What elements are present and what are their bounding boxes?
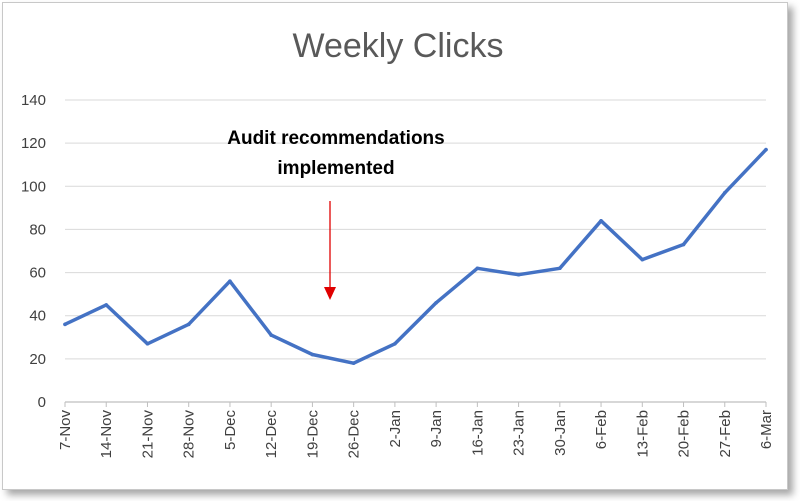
x-tick-label: 16-Jan: [469, 410, 486, 456]
x-tick-label: 14-Nov: [98, 410, 115, 459]
y-tick-label: 120: [21, 135, 46, 152]
chart-title: Weekly Clicks: [293, 27, 504, 65]
x-tick-label: 19-Dec: [304, 410, 321, 459]
x-tick-label: 30-Jan: [552, 410, 569, 456]
x-tick-label: 26-Dec: [346, 410, 363, 459]
data-point: [310, 352, 315, 357]
x-tick-label: 13-Feb: [634, 410, 651, 458]
series-line: [63, 147, 768, 365]
data-point: [681, 242, 686, 247]
x-tick-label: 2-Jan: [387, 410, 404, 448]
data-point: [228, 279, 232, 284]
y-tick-label: 40: [29, 308, 46, 325]
data-point: [558, 266, 562, 271]
data-point: [63, 322, 67, 327]
y-tick-label: 80: [29, 221, 46, 238]
annotation-line-1: Audit recommendations: [227, 128, 444, 149]
x-tick-label: 23-Jan: [511, 410, 528, 456]
y-tick-label: 20: [29, 351, 46, 368]
x-tick-label: 7-Nov: [57, 410, 74, 451]
annotation-line-2: implemented: [277, 158, 394, 179]
y-tick-label: 60: [29, 265, 46, 282]
gridlines: [65, 99, 766, 403]
x-tick-label: 5-Dec: [222, 410, 239, 451]
y-tick-label: 140: [21, 92, 46, 109]
x-tick-label: 20-Feb: [676, 410, 693, 458]
data-point: [516, 272, 521, 277]
y-axis-ticks: 0 20 40 60 80 100 120 140: [21, 92, 46, 411]
x-axis-ticks: 7-Nov 14-Nov 21-Nov 28-Nov 5-Dec 12-Dec 19-Dec…: [57, 402, 775, 458]
x-tick-label: 21-Nov: [139, 410, 156, 459]
data-point: [640, 257, 645, 262]
data-point: [393, 341, 397, 346]
series-points: [63, 147, 768, 365]
x-tick-label: 9-Jan: [428, 410, 445, 448]
data-point: [475, 266, 480, 271]
data-point: [764, 147, 768, 152]
x-tick-label: 6-Mar: [758, 410, 775, 449]
y-tick-label: 0: [38, 394, 46, 411]
annotation-arrow-head: [324, 287, 336, 300]
x-tick-label: 12-Dec: [263, 410, 280, 459]
x-tick-label: 27-Feb: [717, 410, 734, 458]
data-point: [434, 300, 438, 305]
x-tick-label: 6-Feb: [593, 410, 610, 449]
y-tick-label: 100: [21, 178, 46, 195]
data-point: [722, 190, 727, 195]
data-point: [269, 333, 273, 337]
data-point: [145, 341, 150, 346]
data-point: [599, 219, 603, 223]
data-point: [351, 361, 356, 365]
data-point: [186, 322, 191, 327]
data-point: [104, 303, 109, 307]
annotation: Audit recommendations implemented: [227, 128, 445, 300]
chart-frame: [2, 2, 788, 490]
x-tick-label: 28-Nov: [181, 410, 198, 459]
